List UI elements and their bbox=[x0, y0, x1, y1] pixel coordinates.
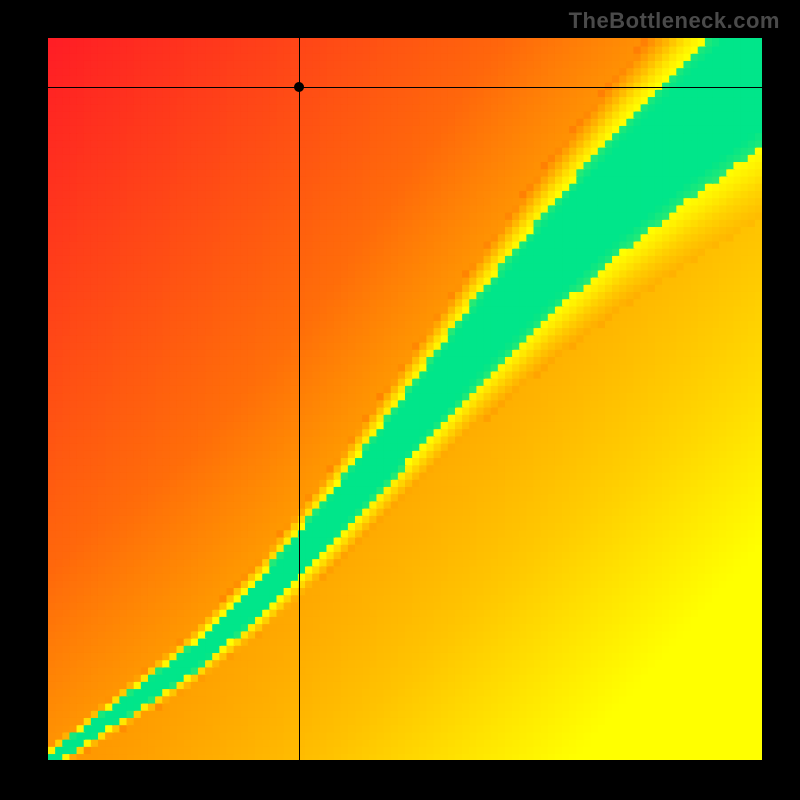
heatmap-plot bbox=[48, 38, 762, 760]
watermark-text: TheBottleneck.com bbox=[569, 8, 780, 34]
heatmap-canvas bbox=[48, 38, 762, 760]
crosshair-vertical bbox=[299, 38, 300, 760]
crosshair-horizontal bbox=[48, 87, 762, 88]
crosshair-marker bbox=[294, 82, 304, 92]
